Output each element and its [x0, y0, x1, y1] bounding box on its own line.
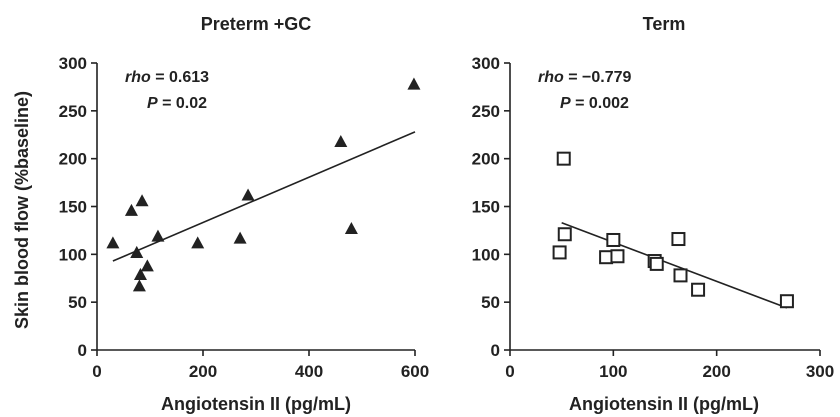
panel-term-rho-label: rho — [538, 69, 564, 86]
panel-preterm-data-point — [130, 245, 144, 258]
panel-term-data-point — [610, 249, 625, 264]
panel-term-data-point — [552, 245, 567, 260]
panel-term-y-tick-label: 50 — [481, 293, 500, 312]
panel-term-y-tick-label: 300 — [472, 54, 500, 73]
panel-term-rho: rho = −0.779 — [538, 69, 632, 86]
panel-preterm-y-tick-label: 0 — [78, 341, 87, 360]
panel-preterm-data-point — [106, 236, 120, 249]
panel-term-data-point — [557, 227, 572, 242]
panel-preterm-data-point — [151, 229, 165, 242]
panel-preterm-data-point — [334, 134, 348, 147]
panel-term-y-tick-label: 100 — [472, 245, 500, 264]
panel-term-x-tick-label: 0 — [505, 362, 514, 381]
panel-preterm-p-value: = 0.02 — [158, 95, 207, 112]
panel-preterm-rho-label: rho — [125, 69, 151, 86]
panel-preterm-data-point — [191, 236, 205, 249]
y-axis-label: Skin blood flow (%baseline) — [12, 91, 32, 329]
panel-preterm-x-tick-label: 400 — [295, 362, 323, 381]
panel-preterm-data-point — [133, 267, 147, 280]
panel-term-p-value: = 0.002 — [571, 95, 629, 112]
panel-term-title: Term — [643, 14, 686, 34]
panel-term-y-tick-label: 0 — [491, 341, 500, 360]
panel-term-p: P = 0.002 — [560, 95, 629, 112]
panel-term: Term 0 50 100 150 200 250 300 0 100 200 300 rho = … — [472, 14, 835, 414]
panel-preterm-data-point — [241, 188, 255, 201]
panel-preterm-y-tick-label: 150 — [59, 198, 87, 217]
panel-preterm-y-tick-label: 300 — [59, 54, 87, 73]
panel-term-y-tick-label: 150 — [472, 198, 500, 217]
panel-term-data-point — [671, 232, 686, 247]
panel-preterm-data-point — [407, 77, 421, 90]
panel-preterm-x-tick-label: 200 — [189, 362, 217, 381]
panel-preterm-data-point — [233, 231, 247, 244]
panel-preterm-x-tick-label: 0 — [92, 362, 101, 381]
panel-preterm-y-tick-label: 50 — [68, 293, 87, 312]
panel-term-x-tick-label: 100 — [599, 362, 627, 381]
panel-term-trendline — [561, 222, 788, 309]
panel-term-data-point — [673, 268, 688, 283]
panel-term-marks — [552, 151, 794, 309]
panel-preterm-x-tick-label: 600 — [401, 362, 429, 381]
panel-term-data-point — [556, 151, 571, 166]
panel-term-x-tick-label: 300 — [806, 362, 834, 381]
panel-preterm-axes: 0 50 100 150 200 250 300 0 200 400 600 — [59, 54, 430, 381]
panel-term-data-point — [779, 294, 794, 309]
panel-preterm-data-point — [135, 194, 149, 207]
panel-preterm-marks — [106, 77, 421, 292]
panel-preterm-y-tick-label: 100 — [59, 245, 87, 264]
panel-preterm-y-tick-label: 200 — [59, 150, 87, 169]
panel-term-y-tick-label: 200 — [472, 150, 500, 169]
panel-preterm-y-tick-label: 250 — [59, 102, 87, 121]
panel-term-data-point — [606, 232, 621, 247]
panel-term-x-axis-label: Angiotensin II (pg/mL) — [569, 394, 759, 414]
panel-term-rho-value: = −0.779 — [564, 69, 632, 86]
panel-term-y-tick-label: 250 — [472, 102, 500, 121]
panel-preterm-data-point — [344, 222, 358, 235]
panel-term-data-point — [599, 250, 614, 265]
panel-preterm-rho: rho = 0.613 — [125, 69, 209, 86]
panel-term-axes: 0 50 100 150 200 250 300 0 100 200 300 — [472, 54, 835, 381]
panel-preterm-x-axis-label: Angiotensin II (pg/mL) — [161, 394, 351, 414]
panel-term-x-tick-label: 200 — [702, 362, 730, 381]
panel-term-p-label: P — [560, 95, 571, 112]
panel-preterm-data-point — [140, 259, 154, 272]
panel-term-data-point — [691, 282, 706, 297]
panel-preterm: Preterm +GC 0 50 100 150 200 250 300 0 200 400 600… — [59, 14, 430, 414]
panel-term-data-point — [649, 256, 664, 271]
panel-preterm-p: P = 0.02 — [147, 95, 207, 112]
panel-preterm-data-point — [132, 279, 146, 292]
panel-preterm-rho-value: = 0.613 — [151, 69, 209, 86]
panel-preterm-title: Preterm +GC — [201, 14, 312, 34]
panel-preterm-p-label: P — [147, 95, 158, 112]
panel-preterm-data-point — [124, 203, 138, 216]
